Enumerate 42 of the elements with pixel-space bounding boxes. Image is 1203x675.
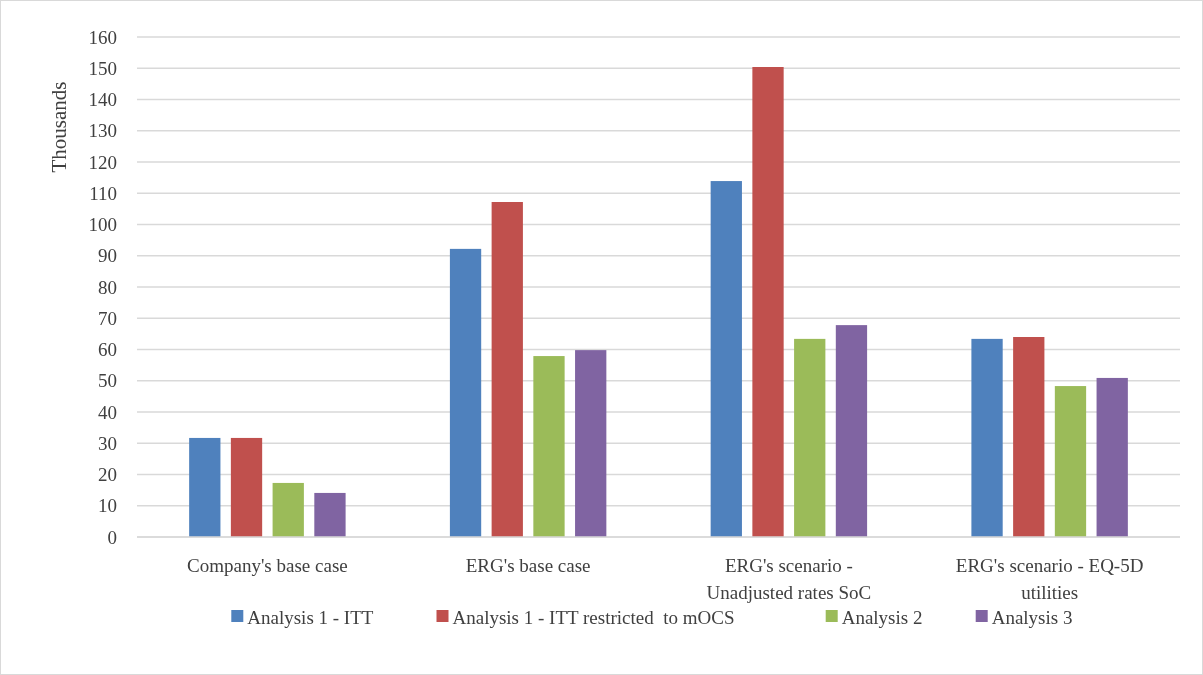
y-axis-title: Thousands bbox=[47, 81, 71, 173]
legend-label: Analysis 2 bbox=[841, 606, 923, 628]
bar bbox=[752, 67, 784, 537]
bar bbox=[835, 325, 868, 537]
x-tick-label: ERG's scenario - Unadjusted rates SoC bbox=[706, 555, 872, 603]
bar bbox=[971, 338, 1003, 537]
bar bbox=[794, 338, 826, 537]
y-tick-label: 160 bbox=[88, 26, 117, 48]
bar bbox=[533, 356, 565, 537]
y-tick-label: 0 bbox=[107, 526, 117, 548]
y-tick-label: 150 bbox=[88, 57, 117, 79]
y-tick-label: 70 bbox=[98, 307, 117, 329]
bar bbox=[575, 350, 607, 537]
bar bbox=[1013, 337, 1045, 537]
bar bbox=[189, 437, 221, 537]
y-tick-label: 120 bbox=[88, 151, 117, 173]
y-tick-label: 40 bbox=[98, 401, 117, 423]
y-tick-label: 60 bbox=[98, 339, 117, 361]
bar bbox=[449, 248, 482, 537]
bar bbox=[1054, 386, 1087, 537]
legend-label: Analysis 3 bbox=[991, 606, 1073, 628]
x-tick-label: ERG's base case bbox=[465, 555, 591, 576]
bar bbox=[491, 202, 523, 537]
y-tick-label: 30 bbox=[98, 432, 117, 454]
bar bbox=[710, 181, 742, 537]
bar bbox=[314, 492, 346, 537]
y-tick-label: 10 bbox=[98, 495, 117, 517]
y-tick-label: 20 bbox=[98, 464, 117, 486]
legend-label: Analysis 1 - ITT bbox=[247, 606, 374, 628]
x-tick-label: ERG's scenario - EQ-5D utilities bbox=[955, 555, 1144, 603]
y-tick-label: 100 bbox=[88, 214, 117, 236]
y-tick-label: 130 bbox=[88, 120, 117, 142]
y-tick-label: 80 bbox=[98, 276, 117, 298]
y-tick-label: 140 bbox=[88, 89, 117, 111]
legend-label: Analysis 1 - ITT restricted to mOCS bbox=[452, 606, 735, 628]
y-tick-label: 50 bbox=[98, 370, 117, 392]
x-tick-label: Company's base case bbox=[187, 555, 348, 576]
bar bbox=[272, 482, 304, 537]
bar bbox=[1096, 377, 1128, 537]
y-tick-label: 110 bbox=[89, 182, 117, 204]
bar bbox=[230, 437, 263, 537]
y-tick-label: 90 bbox=[98, 245, 117, 267]
